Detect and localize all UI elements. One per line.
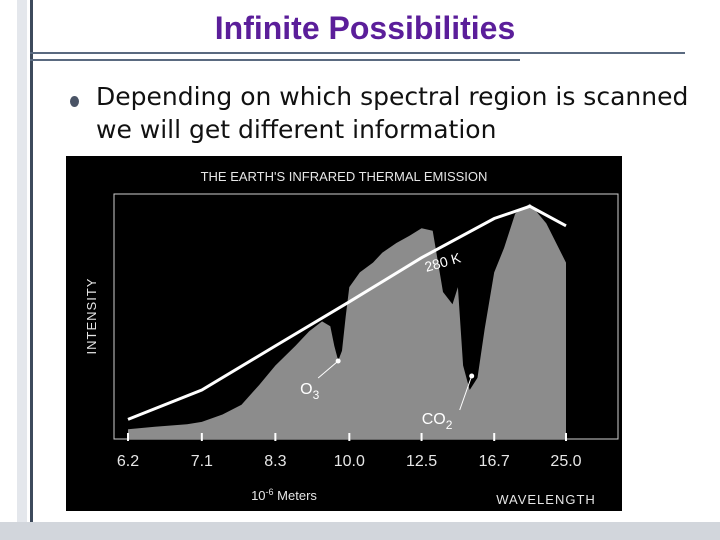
x-tick-label: 7.1 bbox=[191, 453, 213, 470]
o3-pointer bbox=[317, 360, 339, 379]
y-axis-label: INTENSITY bbox=[84, 278, 99, 355]
annotation-o3: O3 bbox=[300, 381, 319, 402]
bullet-text: Depending on which spectral region is sc… bbox=[96, 82, 689, 144]
x-tick-label: 6.2 bbox=[117, 453, 139, 470]
blackbody-curve-280k bbox=[127, 204, 567, 421]
x-tick-label: 16.7 bbox=[479, 453, 510, 470]
left-decor-bar-light bbox=[17, 0, 27, 522]
co2-pointer bbox=[459, 375, 473, 411]
x-axis-label: WAVELENGTH bbox=[496, 492, 596, 507]
x-tick-label: 8.3 bbox=[264, 453, 286, 470]
annotation-co2: CO2 bbox=[422, 411, 453, 432]
x-tick-label: 12.5 bbox=[406, 453, 437, 470]
bottom-decor-band bbox=[0, 522, 720, 540]
slide-title: Infinite Possibilities bbox=[214, 10, 516, 46]
x-tick-label: 25.0 bbox=[550, 453, 581, 470]
x-tick-label: 10.0 bbox=[334, 453, 365, 470]
title-underline-short bbox=[30, 59, 520, 61]
o3-pointer-dot bbox=[335, 358, 341, 364]
left-decor-bar bbox=[30, 0, 33, 522]
chart-image: 6.2 7.1 8.3 10.0 12.5 16.7 25.0 280 K O3 CO2 THE… bbox=[66, 156, 622, 511]
x-axis-unit-label: 10-6 Meters bbox=[251, 487, 317, 503]
title-underline bbox=[30, 52, 685, 54]
chart-title: THE EARTH'S INFRARED THERMAL EMISSION bbox=[201, 169, 488, 184]
co2-pointer-dot bbox=[469, 373, 475, 379]
bullet-icon bbox=[70, 96, 79, 107]
spectrum-area bbox=[128, 203, 566, 439]
